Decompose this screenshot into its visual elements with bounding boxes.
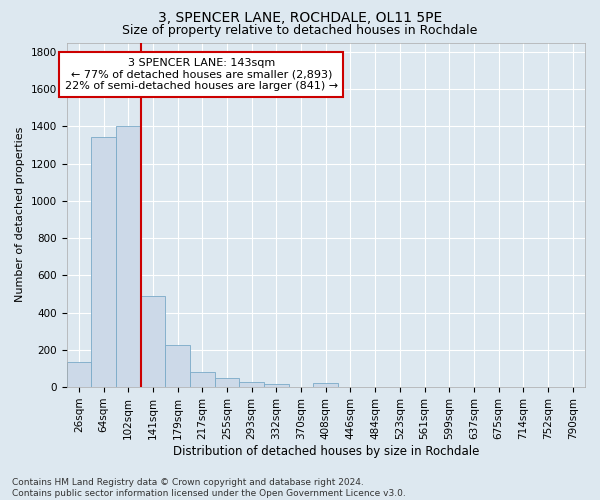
Text: Contains HM Land Registry data © Crown copyright and database right 2024.
Contai: Contains HM Land Registry data © Crown c…	[12, 478, 406, 498]
Bar	[313, 384, 338, 387]
Bar	[67, 362, 91, 387]
Bar	[215, 378, 239, 387]
Bar	[264, 384, 289, 387]
Bar	[116, 126, 140, 387]
X-axis label: Distribution of detached houses by size in Rochdale: Distribution of detached houses by size …	[173, 444, 479, 458]
Bar	[165, 345, 190, 387]
Text: 3, SPENCER LANE, ROCHDALE, OL11 5PE: 3, SPENCER LANE, ROCHDALE, OL11 5PE	[158, 11, 442, 25]
Text: Size of property relative to detached houses in Rochdale: Size of property relative to detached ho…	[122, 24, 478, 37]
Bar	[190, 372, 215, 387]
Bar	[239, 382, 264, 387]
Text: 3 SPENCER LANE: 143sqm
← 77% of detached houses are smaller (2,893)
22% of semi-: 3 SPENCER LANE: 143sqm ← 77% of detached…	[65, 58, 338, 91]
Bar	[91, 138, 116, 387]
Bar	[140, 296, 165, 387]
Y-axis label: Number of detached properties: Number of detached properties	[15, 127, 25, 302]
